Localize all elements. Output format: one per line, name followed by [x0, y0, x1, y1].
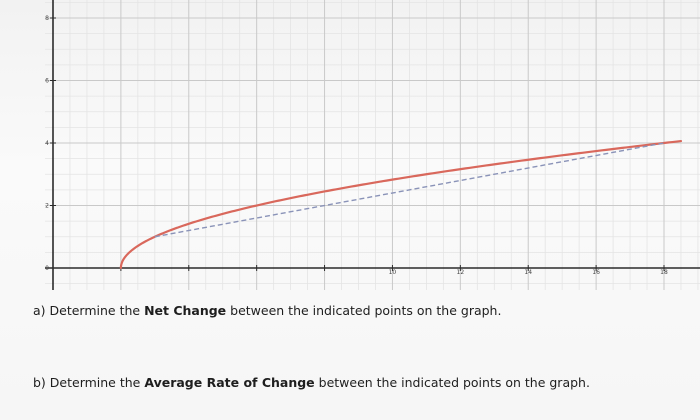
- question-b-suffix: between the indicated points on the grap…: [314, 375, 590, 390]
- question-b-prefix: b) Determine the: [33, 375, 145, 390]
- y-tick-label: 6: [45, 78, 49, 85]
- secant-line-dashed: [154, 142, 665, 238]
- x-tick-label: 18: [660, 269, 668, 276]
- y-tick-label: 0: [45, 265, 49, 272]
- question-b-bold: Average Rate of Change: [144, 375, 315, 390]
- chart-area: 10 12 14 16 18 0 2 4 6 8: [45, 0, 700, 290]
- y-tick-label: 8: [45, 15, 49, 22]
- y-tick-label: 2: [45, 203, 49, 210]
- x-tick-label: 16: [592, 269, 600, 276]
- function-curve: [119, 139, 683, 270]
- x-tick-label: 14: [524, 269, 532, 276]
- question-a-suffix: between the indicated points on the grap…: [226, 303, 502, 318]
- x-tick-label: 12: [457, 269, 465, 276]
- question-a: a) Determine the Net Change between the …: [33, 303, 501, 318]
- y-tick-label: 4: [45, 140, 49, 147]
- question-b: b) Determine the Average Rate of Change …: [33, 375, 590, 390]
- question-a-prefix: a) Determine the: [33, 303, 145, 318]
- x-tick-label: 10: [389, 269, 397, 276]
- graph-plot: 10 12 14 16 18 0 2 4 6 8: [45, 0, 700, 290]
- question-a-bold: Net Change: [144, 303, 227, 318]
